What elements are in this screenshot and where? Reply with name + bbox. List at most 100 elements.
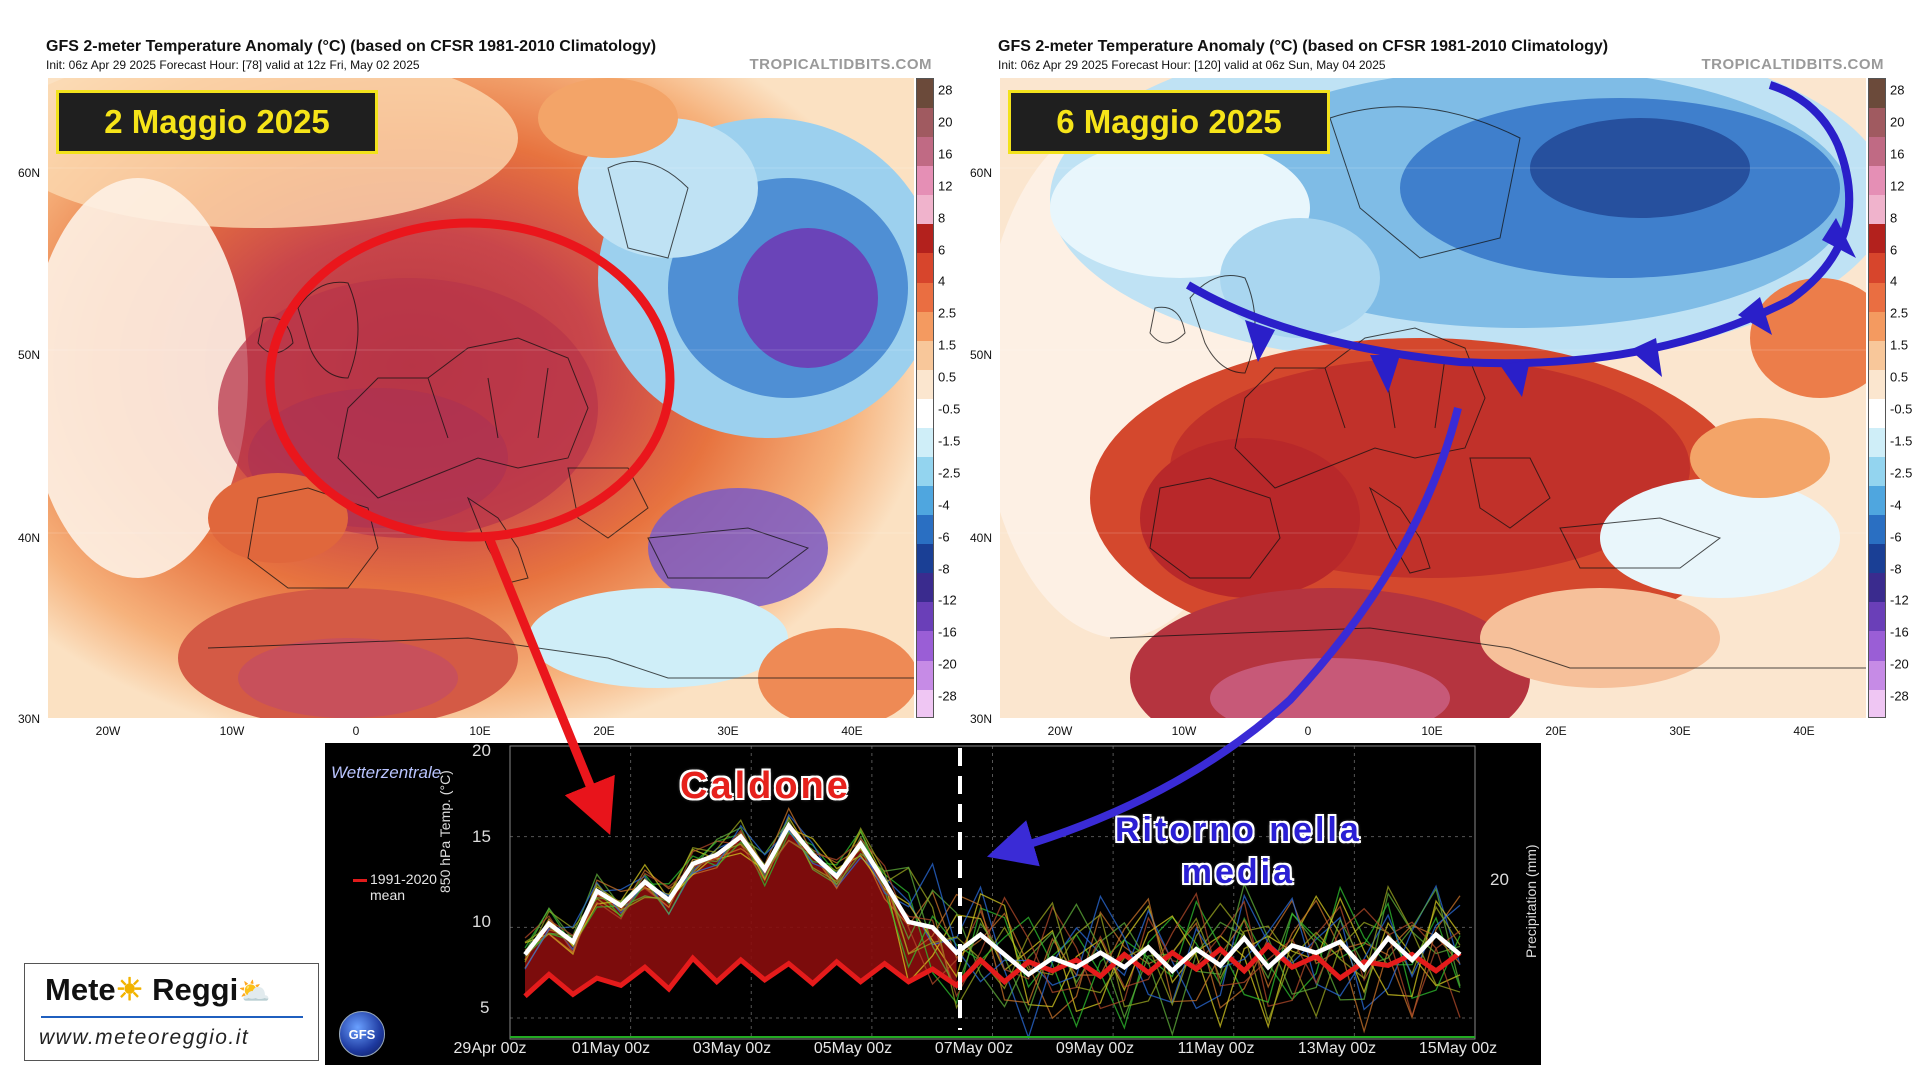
colorbar-segment xyxy=(1869,282,1885,312)
colorbar-label: -1.5 xyxy=(938,433,961,449)
colorbar-segment xyxy=(917,457,933,487)
mean-legend-period: 1991-2020 xyxy=(370,871,437,887)
colorbar-label: 1.5 xyxy=(1890,337,1909,353)
logo-name-part-2: Reggi xyxy=(152,972,239,1007)
colorbar-segment xyxy=(917,544,933,574)
latitude-label: 30N xyxy=(18,712,41,726)
longitude-label: 20W xyxy=(95,724,121,738)
y-axis-label-right: Precipitation (mm) xyxy=(1523,844,1539,958)
colorbar-label: 2.5 xyxy=(938,305,957,321)
colorbar-segment xyxy=(917,631,933,661)
date-label-right: 6 Maggio 2025 xyxy=(1008,90,1330,154)
colorbar-segment xyxy=(1869,79,1885,109)
colorbar-segment xyxy=(917,166,933,196)
longitude-label: 30E xyxy=(717,724,739,738)
longitude-label: 20E xyxy=(1545,724,1567,738)
colorbar-label: -2.5 xyxy=(938,465,961,481)
x-tick-label: 05May 00z xyxy=(813,1040,893,1057)
colorbar-segment xyxy=(1869,108,1885,138)
ensemble-member-line xyxy=(524,828,1461,1029)
longitude-label: 40E xyxy=(841,724,863,738)
colorbar-segment xyxy=(917,195,933,225)
colorbar-label: 12 xyxy=(938,178,953,194)
colorbar-right xyxy=(1868,78,1886,718)
colorbar-segment xyxy=(917,689,933,717)
colorbar-segment xyxy=(917,311,933,341)
temperature-anomaly-map-left: 2 Maggio 2025 xyxy=(48,78,914,718)
colorbar-label: -12 xyxy=(1890,592,1909,608)
ensemble-member-line xyxy=(524,827,1461,1029)
climatology-mean-line xyxy=(523,941,1462,999)
colorbar-segment xyxy=(917,486,933,516)
longitude-label: 10W xyxy=(1171,724,1197,738)
colorbar-segment xyxy=(917,573,933,603)
colorbar-label: -12 xyxy=(938,592,957,608)
longitude-label: 10W xyxy=(219,724,245,738)
colorbar-label: -28 xyxy=(938,688,957,704)
colorbar-label: -0.5 xyxy=(1890,401,1913,417)
colorbar-label: 4 xyxy=(1890,273,1898,289)
map-credit: TROPICALTIDBITS.COM xyxy=(1701,56,1884,73)
x-tick-label: 01May 00z xyxy=(571,1040,651,1057)
colorbar-segment xyxy=(1869,311,1885,341)
ensemble-meteogram: Wetterzentrale 1991-2020 mean 850 hPa Te… xyxy=(325,743,1541,1065)
longitude-label: 30E xyxy=(1669,724,1691,738)
latitude-label: 60N xyxy=(970,166,993,180)
colorbar-label: 0.5 xyxy=(938,369,957,385)
colorbar-segment xyxy=(1869,631,1885,661)
colorbar-label: 4 xyxy=(938,273,946,289)
colorbar-segment xyxy=(917,427,933,458)
latitude-label: 40N xyxy=(18,531,41,545)
colorbar-label: -20 xyxy=(1890,656,1909,672)
colorbar-segment xyxy=(1869,515,1885,545)
longitude-label: 0 xyxy=(1304,724,1312,738)
colorbar-segment xyxy=(917,108,933,138)
colorbar-label: -6 xyxy=(1890,529,1902,545)
colorbar-left xyxy=(916,78,934,718)
plot-frame xyxy=(509,745,1476,1040)
colorbar-segment xyxy=(1869,253,1885,283)
colorbar-segment xyxy=(1869,427,1885,458)
date-label-left: 2 Maggio 2025 xyxy=(56,90,378,154)
colorbar-label: 6 xyxy=(938,242,946,257)
sun-icon: ☀ xyxy=(115,972,144,1007)
map-subtitle: Init: 06z Apr 29 2025 Forecast Hour: [12… xyxy=(998,58,1386,72)
colorbar-label: -0.5 xyxy=(938,401,961,417)
colorbar-segment xyxy=(917,282,933,312)
x-tick-label: 11May 00z xyxy=(1177,1040,1255,1057)
colorbar-label: 2.5 xyxy=(1890,305,1909,321)
x-tick-label: 07May 00z xyxy=(934,1040,1014,1057)
colorbar-segment xyxy=(1869,340,1885,370)
colorbar-label: 6 xyxy=(1890,242,1898,257)
gfs-badge: GFS xyxy=(339,1011,385,1057)
colorbar-segment xyxy=(917,515,933,545)
colorbar-segment xyxy=(917,602,933,632)
annotation-return-line-2: media xyxy=(1181,853,1296,891)
latitude-label: 30N xyxy=(970,712,993,726)
colorbar-label: -8 xyxy=(1890,561,1902,576)
colorbar-segment xyxy=(1869,137,1885,167)
colorbar-segment xyxy=(917,660,933,690)
mean-legend-label: 1991-2020 mean xyxy=(353,871,437,903)
map-subtitle: Init: 06z Apr 29 2025 Forecast Hour: [78… xyxy=(46,58,420,72)
colorbar-label: 20 xyxy=(938,114,953,130)
colorbar-segment xyxy=(1869,369,1885,399)
colorbar-label: 12 xyxy=(1890,178,1905,194)
longitude-label: 20W xyxy=(1047,724,1073,738)
y-tick-5: 5 xyxy=(480,998,490,1017)
y-tick-10: 10 xyxy=(472,912,491,931)
y-right-tick-20: 20 xyxy=(1490,870,1509,889)
ensemble-member-line xyxy=(524,826,1461,1020)
colorbar-label: 28 xyxy=(938,82,953,98)
colorbar-label: -28 xyxy=(1890,688,1909,704)
meteoreggio-logo: Mete☀ Reggi⛅ www.meteoreggio.it xyxy=(24,963,319,1061)
meteogram-plot xyxy=(509,745,1476,1040)
x-tick-label: 13May 00z xyxy=(1297,1040,1377,1057)
colorbar-label: -4 xyxy=(1890,497,1902,513)
longitude-label: 40E xyxy=(1793,724,1815,738)
colorbar-segment xyxy=(1869,224,1885,254)
y-tick-20: 20 xyxy=(472,743,491,760)
map-panel-left: GFS 2-meter Temperature Anomaly (°C) (ba… xyxy=(18,36,962,738)
longitude-label: 0 xyxy=(352,724,360,738)
colorbar-label: 8 xyxy=(938,210,946,226)
